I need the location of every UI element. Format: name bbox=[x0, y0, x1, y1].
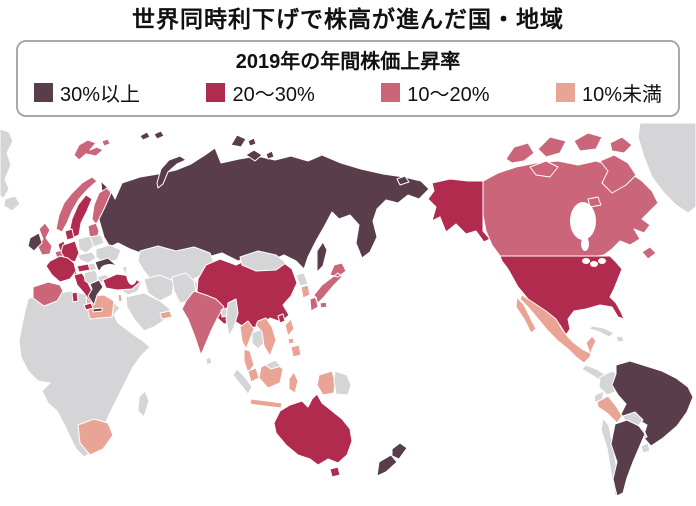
region-wrangel-island bbox=[396, 175, 410, 186]
region-japan bbox=[309, 262, 347, 312]
region-north-korea bbox=[295, 272, 309, 287]
region-sweden bbox=[68, 194, 93, 239]
region-ireland bbox=[27, 232, 43, 252]
legend-label-20to30: 20〜30% bbox=[232, 83, 315, 106]
great-lake-3 bbox=[598, 257, 606, 264]
region-alaska bbox=[427, 178, 491, 243]
region-france bbox=[45, 255, 77, 283]
region-czech-slovakia bbox=[77, 251, 97, 264]
legend-swatch-20to30 bbox=[206, 82, 226, 102]
region-new-guinea-east bbox=[333, 370, 352, 396]
region-south-korea bbox=[300, 284, 311, 299]
region-sakhalin bbox=[316, 241, 328, 273]
page-title: 世界同時利下げで株高が進んだ国・地域 bbox=[132, 6, 564, 32]
legend-box: 2019年の年間株価上昇率 30%以上 20〜30% 10〜20% 10%未満 bbox=[16, 39, 680, 117]
world-map bbox=[0, 122, 696, 497]
region-norway bbox=[55, 176, 98, 233]
region-new-guinea-west bbox=[316, 370, 336, 396]
legend-title: 2019年の年間株価上昇率 bbox=[235, 50, 461, 73]
region-greece bbox=[87, 279, 104, 313]
region-belarus bbox=[89, 234, 105, 248]
legend-swatch-10to20 bbox=[381, 82, 401, 102]
region-israel bbox=[117, 293, 123, 303]
region-madagascar bbox=[137, 390, 150, 418]
region-austria bbox=[76, 263, 91, 273]
legend-swatch-30plus bbox=[34, 82, 53, 102]
caspian-sea bbox=[126, 258, 138, 285]
region-greenland-fragment bbox=[0, 128, 14, 200]
region-sulawesi bbox=[288, 371, 299, 394]
region-iran bbox=[143, 274, 175, 302]
region-sumatra bbox=[232, 368, 253, 395]
region-usa bbox=[499, 255, 625, 336]
region-malaysia bbox=[247, 367, 260, 383]
region-india bbox=[181, 290, 225, 356]
region-sri-lanka bbox=[205, 356, 213, 366]
legend-label-under10: 10%未満 bbox=[581, 83, 662, 106]
region-iceland bbox=[3, 195, 21, 212]
region-cuba bbox=[588, 325, 615, 338]
black-sea bbox=[100, 263, 120, 276]
region-brazil bbox=[611, 360, 694, 447]
region-peru bbox=[596, 395, 623, 424]
james-bay bbox=[581, 236, 589, 251]
region-java bbox=[249, 398, 283, 409]
region-svalbard bbox=[73, 138, 111, 161]
region-uae bbox=[159, 310, 173, 320]
legend-label-30plus: 30%以上 bbox=[60, 83, 141, 106]
region-hispaniola bbox=[615, 335, 625, 343]
region-ukraine bbox=[95, 244, 122, 264]
region-uruguay bbox=[640, 442, 651, 454]
region-canada-arctic-islands bbox=[505, 132, 637, 208]
region-germany bbox=[60, 240, 80, 263]
region-iberia bbox=[32, 281, 64, 307]
region-argentina bbox=[610, 419, 646, 497]
region-borneo-north bbox=[264, 359, 282, 370]
legend-swatch-under10 bbox=[555, 82, 575, 102]
region-philippines bbox=[284, 318, 302, 358]
hudson-bay bbox=[570, 201, 596, 240]
great-lake-2 bbox=[590, 260, 598, 267]
region-denmark bbox=[64, 228, 75, 241]
legend-item-30plus: 30%以上 bbox=[34, 78, 140, 107]
region-poland bbox=[77, 235, 95, 254]
legend-item-20to30: 20〜30% bbox=[206, 78, 315, 107]
legend-items-row: 30%以上 20〜30% 10〜20% 10%未満 bbox=[34, 78, 662, 107]
region-finland bbox=[91, 187, 112, 226]
legend-label-10to20: 10〜20% bbox=[407, 83, 490, 106]
legend-item-under10: 10%未満 bbox=[555, 78, 662, 107]
region-myanmar bbox=[225, 298, 239, 337]
region-new-zealand bbox=[376, 442, 408, 477]
legend-item-10to20: 10〜20% bbox=[381, 78, 490, 107]
region-newfoundland bbox=[641, 246, 657, 260]
region-mexico bbox=[515, 294, 597, 364]
region-vietnam bbox=[255, 317, 277, 357]
region-south-africa bbox=[77, 418, 114, 456]
region-tasmania bbox=[329, 466, 341, 478]
region-russia bbox=[95, 147, 430, 270]
region-taiwan bbox=[277, 313, 286, 324]
region-australia bbox=[273, 393, 353, 466]
region-greenland bbox=[637, 122, 696, 214]
region-mongolia bbox=[239, 250, 287, 272]
region-thailand bbox=[239, 320, 255, 374]
great-lake-1 bbox=[582, 257, 590, 264]
region-russia-arctic-islands bbox=[139, 130, 275, 189]
region-saudi-arabia bbox=[125, 292, 171, 332]
